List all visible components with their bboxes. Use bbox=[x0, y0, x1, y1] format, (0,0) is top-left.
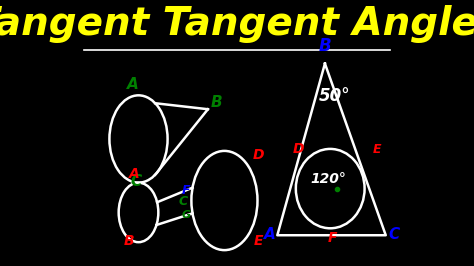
Text: D: D bbox=[252, 148, 264, 162]
Text: B: B bbox=[210, 95, 222, 110]
Text: G: G bbox=[182, 210, 191, 220]
Text: 50°: 50° bbox=[319, 87, 350, 105]
Text: 120°: 120° bbox=[310, 172, 346, 186]
Text: B: B bbox=[124, 234, 135, 248]
Text: A: A bbox=[127, 77, 138, 92]
Text: D: D bbox=[293, 142, 305, 156]
Text: A: A bbox=[129, 167, 140, 181]
Text: E: E bbox=[373, 143, 382, 156]
Text: C: C bbox=[388, 227, 400, 242]
Text: F: F bbox=[328, 231, 337, 245]
Text: C: C bbox=[178, 196, 187, 209]
Text: A: A bbox=[264, 227, 276, 242]
Text: B: B bbox=[319, 37, 331, 55]
Text: E: E bbox=[254, 234, 264, 248]
Text: F: F bbox=[182, 184, 190, 197]
Text: Tangent Tangent Angles: Tangent Tangent Angles bbox=[0, 5, 474, 43]
Text: C: C bbox=[130, 174, 142, 189]
